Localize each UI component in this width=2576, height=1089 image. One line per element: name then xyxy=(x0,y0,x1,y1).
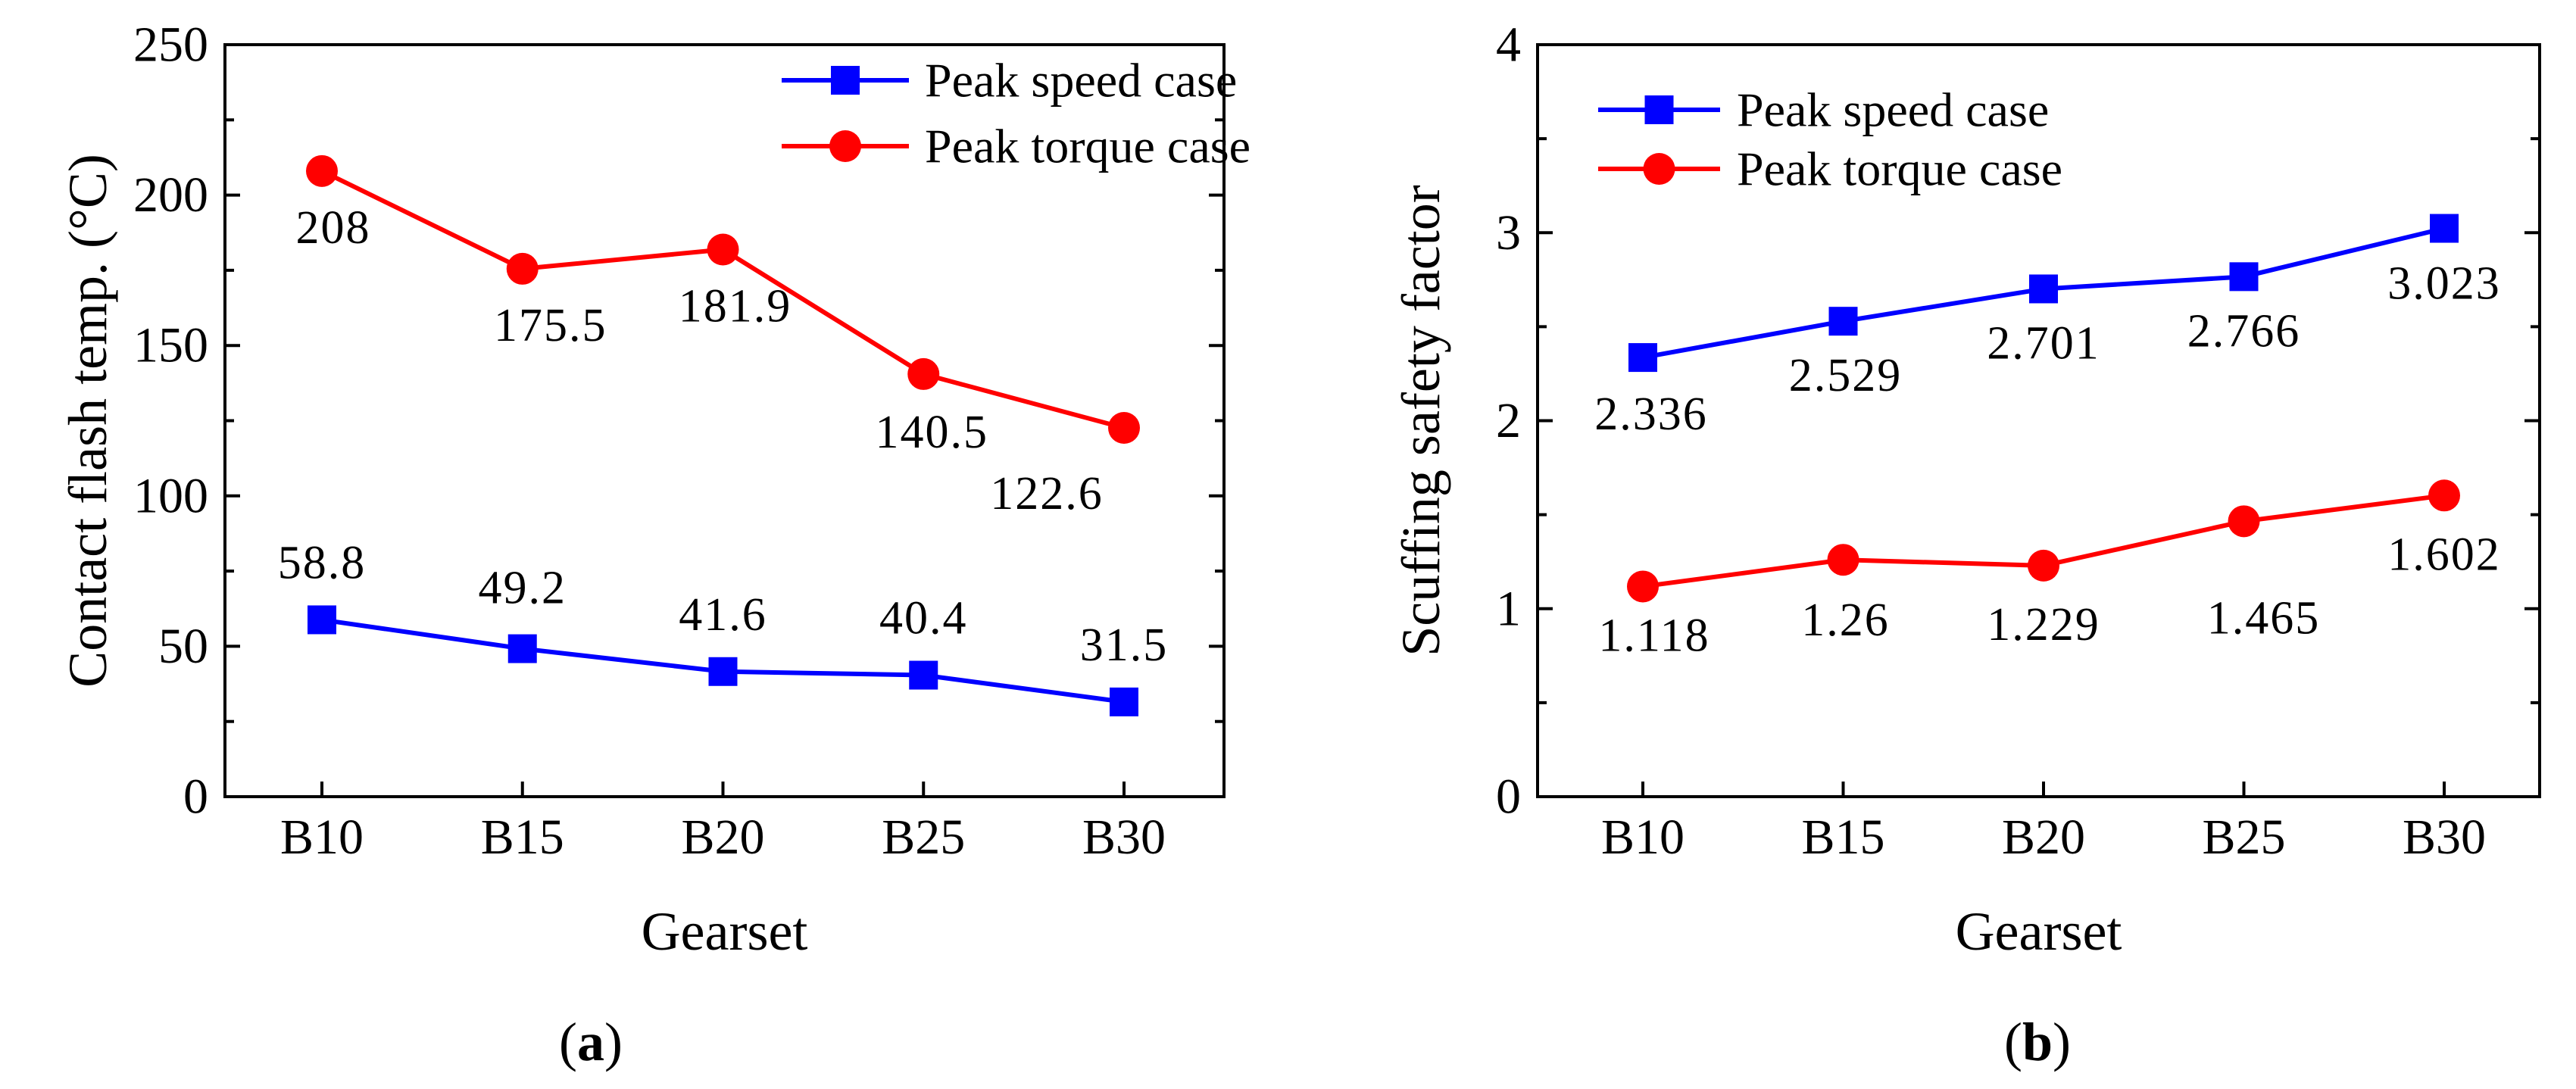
panel-caption: (a) xyxy=(559,1012,623,1072)
data-point-circle xyxy=(2428,479,2460,512)
x-tick-label: B30 xyxy=(2403,810,2486,865)
data-label: 2.766 xyxy=(2187,305,2301,357)
data-label: 1.465 xyxy=(2207,592,2321,644)
x-tick-label: B25 xyxy=(2202,810,2285,865)
x-tick-label: B15 xyxy=(1801,810,1884,865)
x-axis-title: Gearset xyxy=(1956,901,2122,962)
caption-paren: ( xyxy=(559,1012,577,1072)
data-label: 1.26 xyxy=(1801,594,1890,646)
data-label: 181.9 xyxy=(679,280,792,332)
x-tick-label: B25 xyxy=(882,810,965,865)
chart-panel-a: 0 50 100 150 200 250 B10 B15 B20 B25 B30 Gearset Con… xyxy=(58,17,1251,1073)
data-point-square xyxy=(1828,307,1858,336)
data-point-square xyxy=(708,657,738,686)
caption-paren: ) xyxy=(604,1012,623,1072)
data-point-square xyxy=(2229,262,2259,292)
data-label: 208 xyxy=(296,202,371,254)
data-label: 31.5 xyxy=(1080,619,1169,671)
data-point-square xyxy=(2430,214,2459,243)
x-tick-label: B20 xyxy=(2002,810,2085,865)
data-label: 2.529 xyxy=(1789,350,1903,401)
y-axis-title: Contact flash temp. (°C) xyxy=(58,154,118,688)
y-tick-label: 1 xyxy=(1496,581,1521,636)
data-point-circle xyxy=(1827,544,1859,576)
caption-paren: ( xyxy=(2004,1012,2022,1072)
data-point-circle xyxy=(907,357,940,390)
data-point-square xyxy=(507,634,537,663)
caption-letter: b xyxy=(2022,1012,2053,1072)
data-point-circle xyxy=(2228,505,2260,538)
y-tick-label: 4 xyxy=(1496,17,1521,73)
data-point-square xyxy=(1628,343,1657,373)
x-tick-label: B10 xyxy=(280,810,364,865)
x-tick-label: B30 xyxy=(1082,810,1166,865)
data-label: 175.5 xyxy=(494,300,607,351)
legend-label: Peak speed case xyxy=(925,54,1237,108)
series-peak-torque: 1.118 1.26 1.229 1.465 1.602 xyxy=(1598,479,2500,661)
data-point-square xyxy=(1110,687,1138,716)
chart-panel-b: 0 1 2 3 4 B10 B15 B20 B25 B30 Gearset Scuffing safe… xyxy=(1391,17,2541,1072)
y-tick-label: 250 xyxy=(133,17,208,73)
x-tick-label: B15 xyxy=(481,810,564,865)
data-point-square xyxy=(909,660,938,690)
data-label: 2.336 xyxy=(1594,388,1708,440)
data-label: 58.8 xyxy=(278,537,367,588)
y-tick-label: 2 xyxy=(1496,393,1521,448)
series-peak-speed: 2.336 2.529 2.701 2.766 3.023 xyxy=(1594,214,2501,440)
y-tick-label: 0 xyxy=(183,769,208,825)
y-axis-title: Scuffing safety factor xyxy=(1391,185,1451,656)
data-point-circle xyxy=(506,252,539,285)
data-point-circle xyxy=(2028,549,2059,582)
legend-label: Peak torque case xyxy=(925,120,1251,173)
data-point-circle xyxy=(1627,570,1659,603)
legend-label: Peak speed case xyxy=(1737,83,2049,137)
y-tick-label: 100 xyxy=(133,468,208,523)
data-point-circle xyxy=(707,233,739,266)
data-label: 41.6 xyxy=(679,589,767,641)
y-tick-label: 150 xyxy=(133,318,208,373)
y-tick-label: 50 xyxy=(158,619,208,674)
data-point-square xyxy=(308,605,336,635)
data-point-circle xyxy=(306,154,338,187)
legend-label: Peak torque case xyxy=(1737,142,2062,196)
data-label: 40.4 xyxy=(879,593,968,644)
x-axis-title: Gearset xyxy=(642,901,808,962)
legend-marker-circle xyxy=(829,130,861,162)
data-label: 1.229 xyxy=(1987,599,2100,651)
data-point-circle xyxy=(1108,412,1140,445)
panel-caption: (b) xyxy=(2004,1012,2071,1072)
y-tick-label: 200 xyxy=(133,167,208,223)
legend-marker-square xyxy=(1644,95,1674,124)
y-tick-label: 0 xyxy=(1496,769,1521,825)
series-peak-speed: 58.8 49.2 41.6 40.4 31.5 xyxy=(278,537,1169,716)
caption-paren: ) xyxy=(2053,1012,2071,1072)
data-label: 1.602 xyxy=(2387,529,2501,580)
data-label: 49.2 xyxy=(479,563,567,614)
y-tick-label: 3 xyxy=(1496,205,1521,261)
data-label: 140.5 xyxy=(876,407,989,458)
data-label: 3.023 xyxy=(2387,258,2501,310)
data-label: 2.701 xyxy=(1987,317,2100,369)
legend-marker-circle xyxy=(1643,153,1675,185)
data-label: 1.118 xyxy=(1598,610,1710,661)
caption-letter: a xyxy=(577,1012,604,1072)
data-point-square xyxy=(2029,274,2058,304)
legend-marker-square xyxy=(831,66,860,95)
data-label: 122.6 xyxy=(990,468,1104,520)
x-tick-label: B20 xyxy=(681,810,764,865)
x-tick-label: B10 xyxy=(1601,810,1685,865)
